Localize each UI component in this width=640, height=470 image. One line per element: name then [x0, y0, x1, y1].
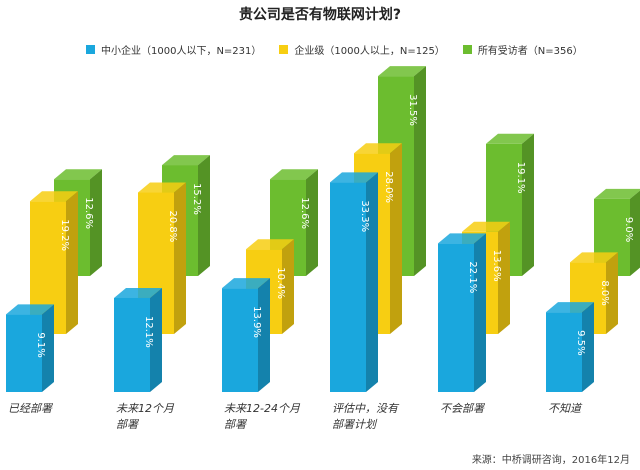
bar-1-0: 12.1% [114, 287, 162, 392]
legend-swatch-sme [86, 45, 95, 54]
bar-side-4-2 [522, 133, 534, 276]
bar-label-2-2: 12.6% [299, 197, 310, 229]
bar-label-0-2: 12.6% [83, 197, 94, 229]
bar-label-5-0: 9.5% [575, 330, 586, 355]
bar-4-0: 22.1% [438, 233, 486, 392]
source-note: 来源：中桥调研咨询，2016年12月 [471, 455, 630, 466]
bar-side-2-1 [282, 239, 294, 334]
legend-item-enterprise: 企业级（1000人以上，N=125） [279, 42, 445, 57]
bar-top-2-1 [246, 239, 294, 250]
bar-5-2: 9.0% [594, 188, 640, 276]
bar-side-0-2 [90, 169, 102, 276]
bar-side-3-0 [366, 172, 378, 392]
bar-side-1-2 [198, 155, 210, 276]
bar-top-4-2 [486, 133, 534, 144]
bar-top-0-1 [30, 191, 78, 202]
bar-label-4-0: 22.1% [467, 261, 478, 293]
bar-top-4-0 [438, 233, 486, 244]
bar-front-4-0 [438, 243, 474, 392]
bar-side-2-2 [306, 169, 318, 276]
bar-label-3-1: 28.0% [383, 171, 394, 203]
bar-side-5-1 [606, 252, 618, 334]
legend-label-enterprise: 企业级（1000人以上，N=125） [294, 46, 445, 57]
category-label-0-0: 已经部署 [8, 402, 54, 415]
bar-top-0-2 [54, 169, 102, 180]
bar-0-0: 9.1% [6, 304, 54, 392]
bar-top-1-2 [162, 155, 210, 166]
legend-label-all: 所有受访者（N=356） [477, 46, 583, 57]
bar-top-3-1 [354, 143, 402, 154]
bar-label-2-1: 10.4% [275, 267, 286, 299]
bar-side-0-1 [66, 191, 78, 334]
category-label-1-0: 未来12个月 [116, 402, 175, 415]
legend-item-sme: 中小企业（1000人以下，N=231） [86, 42, 261, 57]
bar-side-5-0 [582, 302, 594, 392]
bar-side-5-2 [630, 190, 640, 276]
legend-swatch-all [462, 45, 472, 54]
bar-label-3-0: 33.3% [359, 200, 370, 232]
bar-label-1-0: 12.1% [143, 316, 154, 348]
legend: 中小企业（1000人以下，N=231） 企业级（1000人以上，N=125） 所… [86, 42, 583, 57]
category-label-3-0: 评估中，没有 [332, 402, 400, 415]
bar-side-1-1 [174, 182, 186, 334]
legend-item-all: 所有受访者（N=356） [462, 42, 583, 57]
bar-side-3-2 [414, 66, 426, 276]
bar-top-2-2 [270, 169, 318, 180]
bar-label-4-2: 19.1% [515, 162, 526, 194]
bar-front-1-0 [114, 297, 150, 392]
bar-top-0-0 [6, 304, 54, 315]
bar-top-5-0 [546, 302, 594, 313]
bar-top-5-2 [594, 188, 640, 199]
category-label-1-1: 部署 [116, 418, 140, 431]
bar-top-3-2 [378, 66, 426, 77]
bar-front-2-0 [222, 288, 258, 392]
bar-top-5-1 [570, 252, 618, 263]
bar-side-0-0 [42, 304, 54, 392]
category-label-3-1: 部署计划 [332, 418, 378, 431]
bar-side-1-0 [150, 287, 162, 392]
category-label-2-1: 部署 [224, 418, 248, 431]
category-label-4-0: 不会部署 [440, 402, 486, 415]
bar-side-4-1 [498, 221, 510, 334]
bar-label-0-0: 9.1% [35, 332, 46, 357]
chart-title: 贵公司是否有物联网计划? [238, 7, 402, 23]
bar-label-1-2: 15.2% [191, 183, 202, 215]
bar-top-3-0 [330, 172, 378, 183]
bar-label-0-1: 19.2% [59, 219, 70, 251]
bar-label-1-1: 20.8% [167, 211, 178, 243]
bar-label-3-2: 31.5% [407, 94, 418, 126]
bar-top-1-1 [138, 182, 186, 193]
bar-5-0: 9.5% [546, 302, 594, 392]
bar-3-0: 33.3% [330, 172, 378, 392]
bar-label-4-1: 13.6% [491, 250, 502, 282]
legend-label-sme: 中小企业（1000人以下，N=231） [101, 46, 262, 57]
bar-top-1-0 [114, 287, 162, 298]
category-label-5-0: 不知道 [548, 402, 583, 415]
bar-label-5-1: 8.0% [599, 280, 610, 305]
bar-side-4-0 [474, 233, 486, 392]
bar-side-3-1 [390, 143, 402, 334]
bar-side-2-0 [258, 278, 270, 392]
legend-swatch-enterprise [279, 45, 289, 54]
bar-front-3-0 [330, 182, 366, 392]
bar-2-0: 13.9% [222, 278, 270, 392]
bar-top-2-0 [222, 278, 270, 289]
bar-label-5-2: 9.0% [623, 217, 634, 242]
category-label-2-0: 未来12-24个月 [224, 402, 301, 415]
bar-top-4-1 [462, 221, 510, 232]
bar-label-2-0: 13.9% [251, 306, 262, 338]
bar-front-5-0 [546, 312, 582, 392]
bar-front-0-0 [6, 314, 42, 392]
